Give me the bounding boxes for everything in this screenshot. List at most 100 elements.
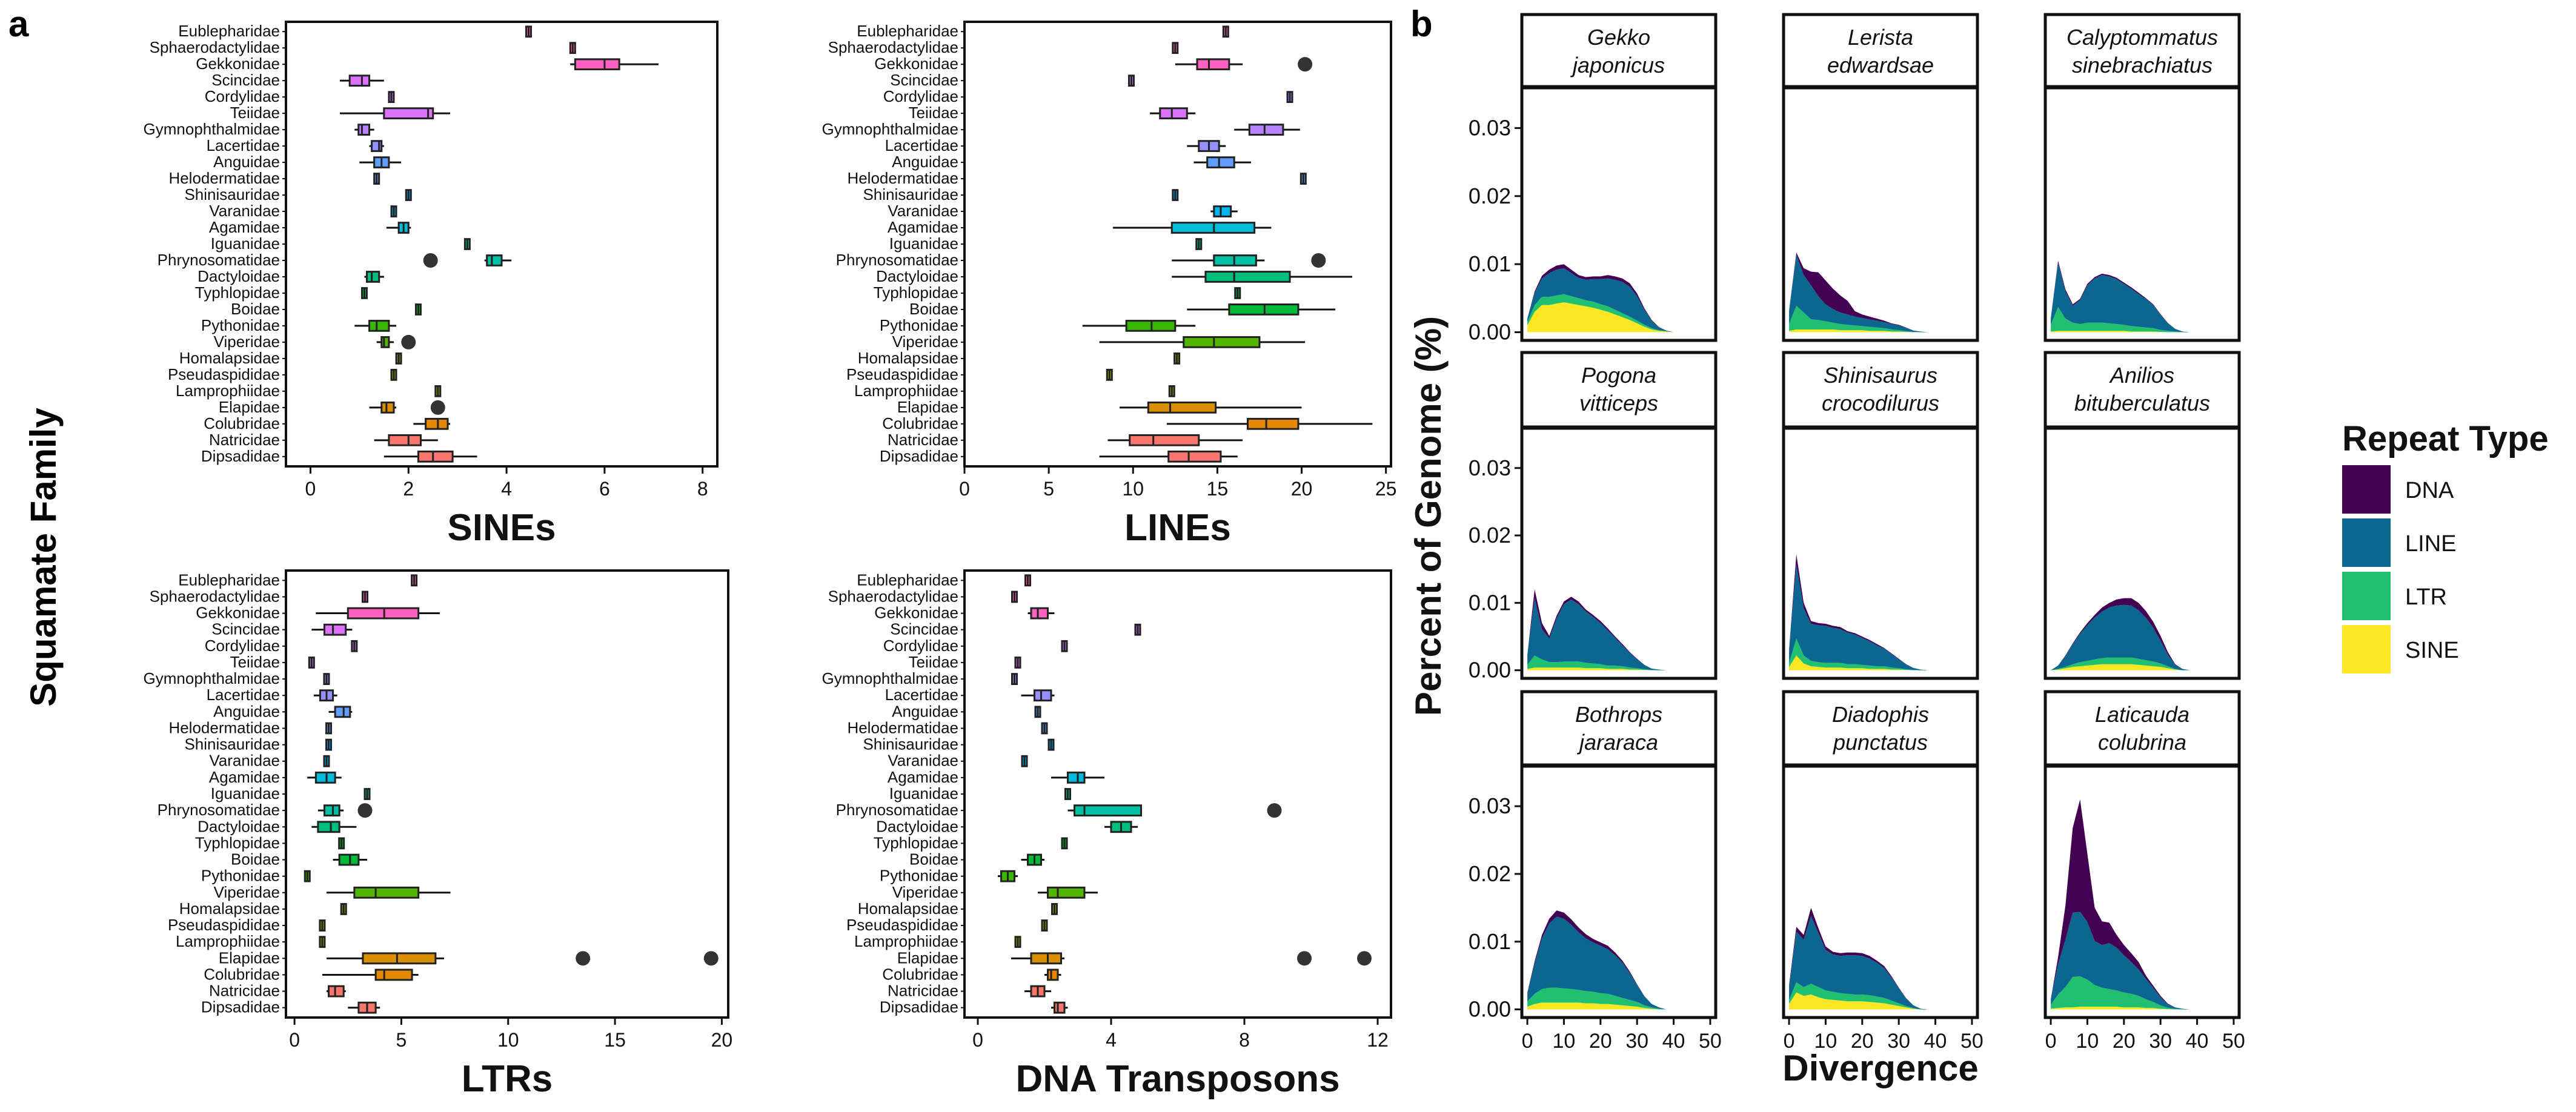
x-tick-label: 30 xyxy=(2149,1030,2172,1053)
y-tick-label: 0.00 xyxy=(1469,658,1511,683)
family-label: Natricidae xyxy=(209,982,280,1000)
family-label: Colubridae xyxy=(204,414,280,432)
box-typhlopidae xyxy=(360,287,368,299)
family-label: Viperidae xyxy=(892,883,958,901)
family-label: Pythonidae xyxy=(880,867,958,885)
box-elapidae xyxy=(1120,401,1302,414)
family-label: Elapidae xyxy=(219,398,280,416)
box xyxy=(574,58,620,71)
box-homalapsidae xyxy=(1173,352,1181,365)
box-dipsadidae xyxy=(348,1001,380,1014)
legend-swatch xyxy=(2342,518,2391,567)
x-tick-label: 8 xyxy=(1239,1029,1250,1051)
facet-laticauda-colubrina: Laticauda colubrina xyxy=(2043,690,2241,1019)
box-teiidae xyxy=(1014,657,1021,669)
box xyxy=(362,952,437,965)
family-label: Elapidae xyxy=(219,948,280,967)
family-label: Lamprophiidae xyxy=(176,382,280,400)
x-tick-label: 10 xyxy=(1814,1030,1837,1053)
family-label: Teiidae xyxy=(230,104,280,122)
outlier-point xyxy=(703,951,719,966)
area-ltr xyxy=(1527,294,1674,333)
x-tick-label: 40 xyxy=(1662,1030,1685,1053)
y-tick-label: 0.01 xyxy=(1469,251,1511,276)
area-ltr xyxy=(1789,982,1936,1010)
family-label: Typhlopidae xyxy=(874,283,958,302)
box-anguidae xyxy=(1034,706,1041,718)
area-line xyxy=(1527,916,1674,1010)
box-cordylidae xyxy=(388,91,395,103)
box-varanidae xyxy=(390,205,397,217)
box-colubridae xyxy=(413,417,451,430)
outlier-point xyxy=(430,400,445,415)
area-line xyxy=(1527,268,1674,333)
box xyxy=(1034,689,1052,702)
family-label: Pseudaspididae xyxy=(168,916,280,934)
family-label: Varanidae xyxy=(209,202,280,220)
facet-gekko-japonicus: Gekko japonicus xyxy=(1520,13,1718,342)
y-tick-label: 0.01 xyxy=(1469,590,1511,615)
box xyxy=(366,271,380,283)
box xyxy=(380,336,390,348)
facet-shinisaurus-crocodilurus: Shinisaurus crocodilurus xyxy=(1782,351,1979,680)
box-cordylidae xyxy=(351,640,358,652)
area-dna xyxy=(2051,260,2197,333)
family-label: Viperidae xyxy=(214,333,280,351)
box-eublepharidae xyxy=(1024,574,1031,587)
box-natricidae xyxy=(1024,985,1051,998)
area-line xyxy=(1789,916,1936,1010)
box xyxy=(1246,417,1300,430)
x-tick-label: 20 xyxy=(1291,478,1313,500)
y-tick-label: 0.00 xyxy=(1469,320,1511,345)
x-tick-label: 8 xyxy=(697,478,708,500)
area-line xyxy=(1789,254,1936,333)
box xyxy=(1054,1001,1066,1014)
box-sphaerodactylidae xyxy=(1172,42,1179,55)
family-label: Lacertidae xyxy=(885,686,958,704)
species-name-epithet: bituberculatus xyxy=(2074,391,2210,415)
area-line xyxy=(2051,604,2197,670)
facet-frame xyxy=(1520,690,1718,1019)
family-label: Iguanidae xyxy=(889,784,958,803)
family-label: Eublepharidae xyxy=(178,571,280,589)
family-label: Scincidae xyxy=(211,620,280,638)
box-phrynosomatidae xyxy=(423,253,512,268)
box-anguidae xyxy=(359,156,402,168)
family-label: Helodermatidae xyxy=(168,718,280,736)
box xyxy=(1030,952,1062,965)
area-dna xyxy=(2051,799,2197,1010)
area-ltr xyxy=(1527,987,1674,1010)
family-label: Cordylidae xyxy=(883,637,958,655)
family-label: Lacertidae xyxy=(885,136,958,154)
box-typhlopidae xyxy=(1061,837,1068,850)
family-label: Natricidae xyxy=(209,431,280,449)
family-label: Varanidae xyxy=(888,752,958,770)
box-gymnophthalmidae xyxy=(323,673,330,685)
box-boidae xyxy=(1021,853,1044,866)
family-label: Gekkonidae xyxy=(874,55,958,73)
plot-frame xyxy=(285,21,719,468)
box-dactyloidae xyxy=(364,271,384,283)
box xyxy=(357,124,371,136)
x-tick-label: 0 xyxy=(2045,1030,2057,1053)
box-elapidae xyxy=(369,400,445,415)
species-name-epithet: edwardsae xyxy=(1827,53,1934,78)
box-boidae xyxy=(1187,303,1336,316)
family-label: Gymnophthalmidae xyxy=(144,669,280,687)
family-label: Sphaerodactylidae xyxy=(828,587,958,605)
box-dipsadidae xyxy=(383,450,477,463)
family-label: Anguidae xyxy=(213,702,280,720)
family-label: Shinisauridae xyxy=(863,185,958,204)
x-tick-label: 0 xyxy=(289,1029,300,1051)
family-label: Gekkonidae xyxy=(196,55,280,73)
box xyxy=(388,434,422,446)
family-label: Teiidae xyxy=(909,104,958,122)
y-tick-label: 0.01 xyxy=(1469,929,1511,954)
box-phrynosomatidae xyxy=(1067,803,1282,818)
box xyxy=(425,417,449,430)
box xyxy=(1147,401,1217,414)
box-agamidae xyxy=(1112,222,1272,234)
family-label: Colubridae xyxy=(882,965,958,983)
legend-swatch xyxy=(2342,465,2391,514)
box-gymnophthalmidae xyxy=(1234,124,1300,136)
